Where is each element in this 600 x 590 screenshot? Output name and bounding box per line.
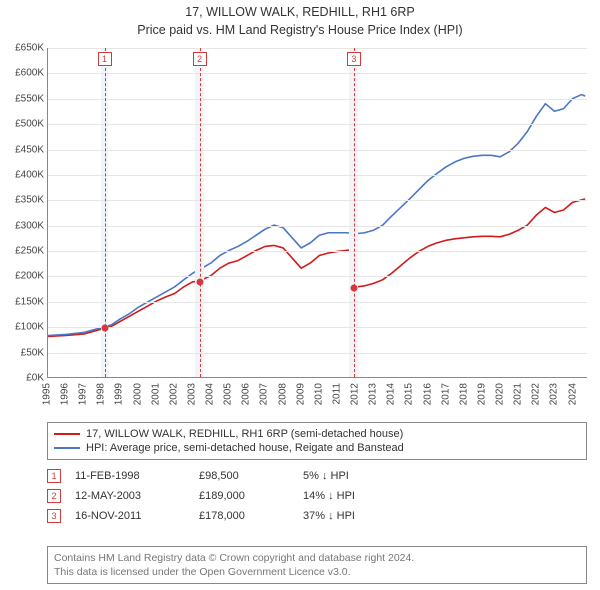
- attribution-footer: Contains HM Land Registry data © Crown c…: [47, 546, 587, 584]
- y-tick-label: £450K: [4, 144, 44, 155]
- event-date: 12-MAY-2003: [75, 490, 185, 502]
- gridline-horizontal: [48, 327, 587, 328]
- series-price_paid: [48, 199, 585, 337]
- y-tick-label: £400K: [4, 169, 44, 180]
- x-tick-label: 2014: [386, 383, 397, 405]
- event-price: £178,000: [199, 510, 289, 522]
- event-date: 16-NOV-2011: [75, 510, 185, 522]
- legend-item: HPI: Average price, semi-detached house,…: [54, 441, 580, 455]
- sale-marker-line: [200, 48, 201, 377]
- y-tick-label: £200K: [4, 271, 44, 282]
- chart-plot-area: 1 2 3: [47, 48, 587, 378]
- legend-swatch: [54, 447, 80, 449]
- legend-label: HPI: Average price, semi-detached house,…: [86, 442, 404, 454]
- y-tick-label: £300K: [4, 220, 44, 231]
- gridline-horizontal: [48, 175, 587, 176]
- event-diff: 5% ↓ HPI: [303, 470, 587, 482]
- x-tick-label: 2021: [513, 383, 524, 405]
- x-tick-label: 2003: [186, 383, 197, 405]
- event-date: 11-FEB-1998: [75, 470, 185, 482]
- event-diff: 14% ↓ HPI: [303, 490, 587, 502]
- y-tick-label: £0K: [4, 373, 44, 384]
- x-tick-label: 2019: [476, 383, 487, 405]
- x-tick-label: 2020: [495, 383, 506, 405]
- sale-events-table: 1 11-FEB-1998 £98,500 5% ↓ HPI 2 12-MAY-2003 £…: [47, 466, 587, 526]
- y-tick-label: £600K: [4, 68, 44, 79]
- sale-dot: [350, 284, 357, 291]
- x-tick-label: 2001: [150, 383, 161, 405]
- legend-label: 17, WILLOW WALK, REDHILL, RH1 6RP (semi-…: [86, 428, 403, 440]
- x-tick-label: 2006: [241, 383, 252, 405]
- x-tick-label: 1998: [96, 383, 107, 405]
- y-tick-label: £100K: [4, 322, 44, 333]
- y-tick-label: £250K: [4, 246, 44, 257]
- gridline-horizontal: [48, 200, 587, 201]
- y-tick-label: £550K: [4, 93, 44, 104]
- gridline-horizontal: [48, 226, 587, 227]
- x-tick-label: 2022: [531, 383, 542, 405]
- legend-swatch: [54, 433, 80, 435]
- sale-marker-3: 3: [347, 52, 361, 66]
- x-tick-label: 2009: [295, 383, 306, 405]
- gridline-horizontal: [48, 124, 587, 125]
- gridline-horizontal: [48, 353, 587, 354]
- y-tick-label: £500K: [4, 119, 44, 130]
- event-row: 2 12-MAY-2003 £189,000 14% ↓ HPI: [47, 486, 587, 506]
- footer-line-1: Contains HM Land Registry data © Crown c…: [54, 551, 580, 565]
- x-tick-label: 2024: [567, 383, 578, 405]
- sale-marker-line: [354, 48, 355, 377]
- x-tick-label: 2012: [350, 383, 361, 405]
- event-marker-2: 2: [47, 489, 61, 503]
- x-tick-label: 1999: [114, 383, 125, 405]
- x-tick-label: 2015: [404, 383, 415, 405]
- sale-marker-1: 1: [98, 52, 112, 66]
- title-line-2: Price paid vs. HM Land Registry's House …: [0, 22, 600, 40]
- title-line-1: 17, WILLOW WALK, REDHILL, RH1 6RP: [0, 4, 600, 22]
- event-diff: 37% ↓ HPI: [303, 510, 587, 522]
- event-row: 3 16-NOV-2011 £178,000 37% ↓ HPI: [47, 506, 587, 526]
- gridline-horizontal: [48, 251, 587, 252]
- sale-dot: [196, 279, 203, 286]
- x-tick-label: 2016: [422, 383, 433, 405]
- gridline-horizontal: [48, 48, 587, 49]
- legend-item: 17, WILLOW WALK, REDHILL, RH1 6RP (semi-…: [54, 427, 580, 441]
- x-tick-label: 2010: [313, 383, 324, 405]
- y-tick-label: £150K: [4, 296, 44, 307]
- gridline-horizontal: [48, 302, 587, 303]
- x-tick-label: 2013: [368, 383, 379, 405]
- gridline-horizontal: [48, 99, 587, 100]
- event-marker-3: 3: [47, 509, 61, 523]
- event-marker-1: 1: [47, 469, 61, 483]
- footer-line-2: This data is licensed under the Open Gov…: [54, 565, 580, 579]
- y-tick-label: £350K: [4, 195, 44, 206]
- series-hpi: [48, 95, 585, 336]
- gridline-horizontal: [48, 150, 587, 151]
- x-tick-label: 2008: [277, 383, 288, 405]
- x-tick-label: 2000: [132, 383, 143, 405]
- x-tick-label: 2005: [223, 383, 234, 405]
- x-tick-label: 2011: [331, 383, 342, 405]
- event-row: 1 11-FEB-1998 £98,500 5% ↓ HPI: [47, 466, 587, 486]
- x-tick-label: 2023: [549, 383, 560, 405]
- x-tick-label: 2004: [205, 383, 216, 405]
- x-tick-label: 2018: [458, 383, 469, 405]
- chart-title-block: 17, WILLOW WALK, REDHILL, RH1 6RP Price …: [0, 0, 600, 39]
- x-tick-label: 1997: [78, 383, 89, 405]
- x-tick-label: 1996: [60, 383, 71, 405]
- gridline-horizontal: [48, 276, 587, 277]
- y-tick-label: £650K: [4, 43, 44, 54]
- event-price: £189,000: [199, 490, 289, 502]
- x-tick-label: 2002: [168, 383, 179, 405]
- y-tick-label: £50K: [4, 347, 44, 358]
- sale-marker-2: 2: [193, 52, 207, 66]
- x-tick-label: 1995: [42, 383, 53, 405]
- gridline-horizontal: [48, 73, 587, 74]
- sale-dot: [101, 324, 108, 331]
- x-tick-label: 2017: [440, 383, 451, 405]
- legend: 17, WILLOW WALK, REDHILL, RH1 6RP (semi-…: [47, 422, 587, 460]
- event-price: £98,500: [199, 470, 289, 482]
- x-tick-label: 2007: [259, 383, 270, 405]
